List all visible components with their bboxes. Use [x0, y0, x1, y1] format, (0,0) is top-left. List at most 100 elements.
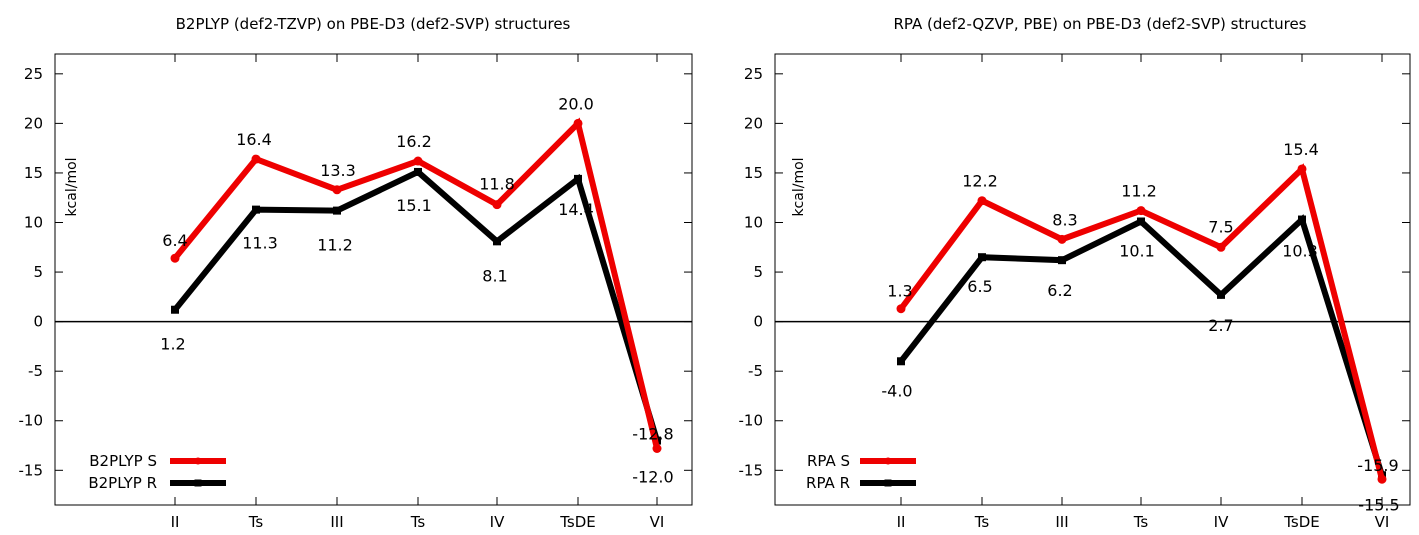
data-point	[1137, 217, 1145, 226]
y-tick-label: 25	[744, 65, 763, 83]
chart-b2plyp: B2PLYP (def2-TZVP) on PBE-D3 (def2-SVP) …	[19, 15, 693, 531]
data-point	[492, 200, 502, 210]
data-point	[1136, 206, 1146, 216]
data-point	[896, 304, 906, 314]
data-label: 14.4	[558, 200, 594, 219]
legend-entry-r: B2PLYP R	[88, 474, 226, 492]
data-label: 20.0	[558, 94, 594, 113]
legend: B2PLYP S B2PLYP R	[88, 452, 226, 492]
legend-marker-r	[194, 479, 202, 487]
data-label: 15.4	[1283, 140, 1319, 159]
chart-rpa: RPA (def2-QZVP, PBE) on PBE-D3 (def2-SVP…	[739, 15, 1411, 531]
y-tick-label: 0	[753, 313, 763, 331]
data-point	[1058, 256, 1066, 265]
y-tick-label: 5	[33, 263, 43, 281]
data-point	[977, 196, 987, 206]
x-tick-label: III	[330, 513, 343, 531]
x-tick-label: TsDE	[559, 513, 596, 531]
y-axis-label: kcal/mol	[791, 157, 807, 216]
y-axis-label: kcal/mol	[64, 157, 80, 216]
data-label: -12.8	[632, 425, 673, 444]
x-tick-label: VI	[650, 513, 665, 531]
data-label: 1.2	[160, 335, 185, 354]
data-point	[414, 167, 422, 176]
data-point	[332, 185, 342, 195]
data-point	[251, 154, 261, 164]
y-tick-label: 10	[24, 214, 43, 232]
x-tick-label: II	[897, 513, 906, 531]
x-tick-label: Ts	[248, 513, 264, 531]
plot-area: -15 -10 -5 0 5 10 15 20 25 II Ts III Ts IV TsDE VI 1.3 12…	[739, 53, 1411, 531]
y-tick-label: -5	[748, 362, 763, 380]
data-label: 15.1	[396, 196, 432, 215]
y-tick-label: 5	[753, 263, 763, 281]
data-point	[413, 156, 423, 166]
legend-label-r: RPA R	[806, 474, 850, 492]
legend-label-s: RPA S	[807, 452, 850, 470]
data-label: -12.0	[632, 468, 673, 487]
x-tick-label: III	[1055, 513, 1068, 531]
data-point	[170, 253, 180, 263]
data-label: 6.4	[162, 231, 187, 250]
chart-title: B2PLYP (def2-TZVP) on PBE-D3 (def2-SVP) …	[176, 15, 571, 33]
data-label: 11.3	[242, 234, 278, 253]
x-tick-label: IV	[1214, 513, 1229, 531]
plot-frame	[774, 53, 1411, 506]
plot-frame	[54, 53, 693, 506]
data-label: 8.1	[482, 266, 507, 285]
y-tick-label: -15	[739, 461, 764, 479]
data-point	[1217, 290, 1225, 299]
y-tick-label: 10	[744, 214, 763, 232]
data-point	[897, 357, 905, 366]
data-point	[1377, 474, 1387, 484]
data-label: 7.5	[1208, 217, 1233, 236]
y-tick-label: -10	[739, 412, 764, 430]
x-tick-label: Ts	[974, 513, 990, 531]
data-point	[573, 118, 583, 128]
legend-marker-r	[884, 479, 892, 487]
data-point	[652, 444, 662, 454]
legend-label-r: B2PLYP R	[88, 474, 157, 492]
legend-marker-s	[194, 457, 202, 465]
x-tick-label: Ts	[410, 513, 426, 531]
data-label: 11.2	[1121, 182, 1157, 201]
data-label: 16.4	[236, 130, 272, 149]
y-tick-label: 0	[33, 313, 43, 331]
series-line-s	[898, 163, 1385, 480]
data-point	[574, 174, 582, 183]
data-label: -15.9	[1357, 456, 1398, 475]
chart-title: RPA (def2-QZVP, PBE) on PBE-D3 (def2-SVP…	[894, 15, 1307, 33]
y-tick-label: -15	[19, 461, 44, 479]
data-point	[978, 253, 986, 262]
data-point	[493, 237, 501, 246]
legend-entry-s: RPA S	[807, 452, 916, 470]
y-tick-label: 25	[24, 65, 43, 83]
data-label: 6.2	[1047, 281, 1072, 300]
x-tick-label: Ts	[1133, 513, 1149, 531]
data-label: 10.1	[1119, 242, 1155, 261]
data-point	[1057, 234, 1067, 244]
data-point	[1297, 164, 1307, 174]
data-label: -4.0	[881, 381, 912, 400]
legend-entry-s: B2PLYP S	[89, 452, 226, 470]
data-point	[252, 205, 260, 214]
data-label: 1.3	[887, 282, 912, 301]
data-label: 11.2	[317, 236, 353, 255]
x-tick-label: IV	[490, 513, 505, 531]
data-label: 16.2	[396, 132, 432, 151]
y-tick-label: 20	[744, 114, 763, 132]
y-tick-label: -10	[19, 412, 44, 430]
data-point	[333, 206, 341, 215]
legend-marker-s	[884, 457, 892, 465]
plot-area: -15 -10 -5 0 5 10 15 20 25 II Ts III Ts IV TsDE VI 6.4 16…	[19, 53, 693, 531]
data-label: 2.7	[1208, 316, 1233, 335]
data-label: 10.3	[1282, 242, 1318, 261]
data-label: 8.3	[1052, 210, 1077, 229]
legend-label-s: B2PLYP S	[89, 452, 157, 470]
y-tick-label: 15	[24, 164, 43, 182]
data-point	[1298, 215, 1306, 224]
x-tick-label: VI	[1375, 513, 1390, 531]
data-point	[171, 305, 179, 314]
